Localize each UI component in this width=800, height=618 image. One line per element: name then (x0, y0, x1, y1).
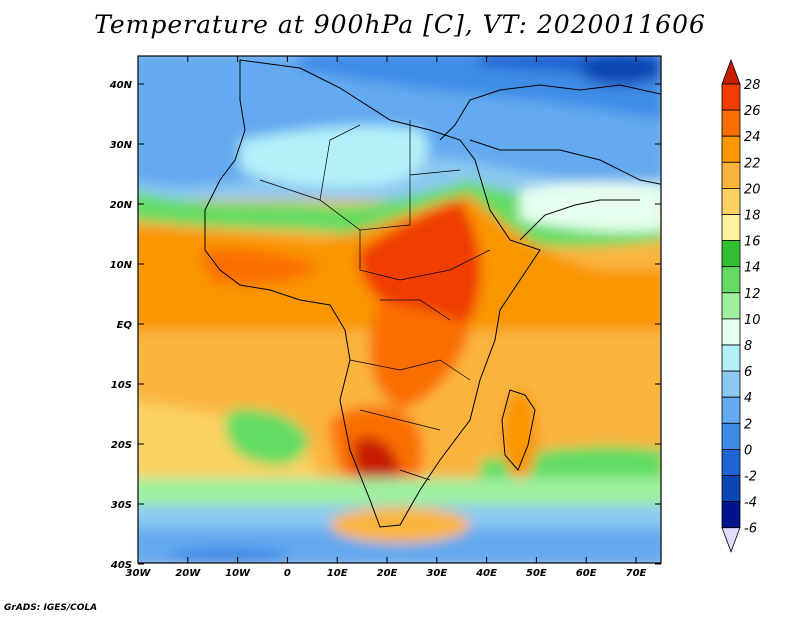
colorbar-label: 16 (744, 235, 761, 250)
x-tick-label: 0 (284, 568, 291, 579)
colorbar-swatch (721, 240, 741, 268)
colorbar-label: 4 (744, 391, 752, 406)
x-tick-label: 10E (327, 568, 348, 579)
x-tick-label: 30W (126, 568, 152, 579)
colorbar-label: 2 (744, 417, 752, 432)
colorbar-swatch (721, 318, 741, 346)
y-tick-label: 20S (111, 440, 132, 451)
coastlines (204, 59, 661, 528)
colorbar-label: 14 (744, 261, 761, 276)
colorbar-label: 20 (744, 182, 761, 197)
colorbar-label: 24 (744, 130, 761, 145)
credit-text: GrADS: IGES/COLA (4, 603, 98, 613)
y-tick-label: 30N (110, 140, 133, 151)
x-tick-label: 70E (626, 568, 647, 579)
colorbar-swatch (721, 475, 741, 503)
map-frame (137, 55, 662, 564)
colorbar-label: 10 (744, 313, 761, 328)
y-axis: 40N 30N 20N 10N EQ 10S 20S 30S 40S (109, 80, 661, 571)
y-tick-label: 10N (110, 260, 133, 271)
colorbar-swatch (721, 187, 741, 215)
colorbar-arrow-bottom (721, 527, 741, 553)
colorbar-swatch (721, 83, 741, 111)
colorbar-label: 0 (744, 443, 752, 458)
colorbar-swatch (721, 422, 741, 450)
x-axis: 30W 20W 10W 0 10E 20E 30E 40E 50E 60E 70E (126, 56, 647, 579)
colorbar-label: 28 (744, 78, 761, 93)
country-borders (259, 120, 491, 481)
x-tick-label: 30E (426, 568, 447, 579)
colorbar-swatch (721, 501, 741, 529)
y-tick-label: 40S (110, 560, 132, 571)
colorbar-swatch (721, 292, 741, 320)
x-tick-label: 20W (175, 568, 201, 579)
colorbar-swatch (721, 161, 741, 189)
colorbar-label: -2 (744, 470, 757, 485)
colorbar-swatch (721, 109, 741, 137)
x-tick-label: 20E (377, 568, 398, 579)
y-tick-label: 20N (110, 200, 133, 211)
colorbar-swatch (721, 448, 741, 476)
y-tick-label: 30S (111, 500, 132, 511)
y-tick-label: EQ (117, 320, 133, 331)
colorbar-label: 22 (744, 156, 761, 171)
colorbar-label: -4 (744, 496, 757, 511)
colorbar-swatch (721, 344, 741, 372)
colorbar-swatch (721, 214, 741, 242)
colorbar-swatch (721, 370, 741, 398)
colorbar-label: 12 (744, 287, 761, 302)
colorbar-swatch (721, 396, 741, 424)
colorbar-label: 8 (744, 339, 752, 354)
x-tick-label: 50E (526, 568, 547, 579)
colorbar-label: 18 (744, 209, 761, 224)
chart-title: Temperature at 900hPa [C], VT: 202001160… (94, 10, 706, 39)
colorbar-label: -6 (744, 522, 757, 537)
colorbar-swatch (721, 135, 741, 163)
x-tick-label: 10W (225, 568, 251, 579)
x-tick-label: 60E (576, 568, 597, 579)
temperature-field (138, 56, 661, 563)
x-tick-label: 40E (475, 568, 497, 579)
colorbar-arrow-top (721, 58, 741, 85)
y-tick-label: 10S (111, 380, 132, 391)
colorbar-swatch (721, 266, 741, 294)
colorbar-label: 26 (744, 104, 761, 119)
y-tick-label: 40N (109, 80, 133, 91)
colorbar-label: 6 (744, 365, 752, 380)
